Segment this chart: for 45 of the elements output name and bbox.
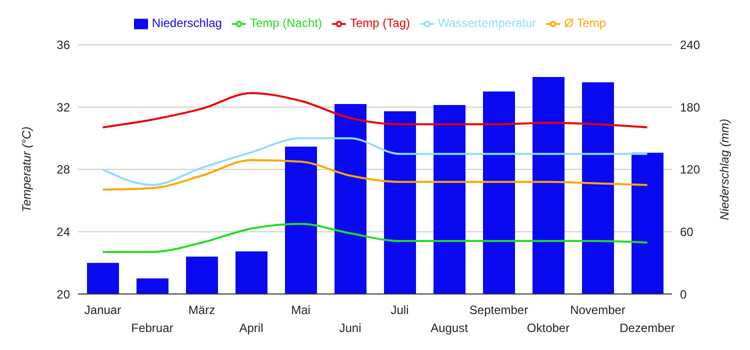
x-tick-label: Juli bbox=[390, 303, 409, 317]
y2-tick-label: 120 bbox=[680, 162, 700, 177]
legend-label: Temp (Nacht) bbox=[250, 16, 322, 30]
bar bbox=[483, 92, 515, 294]
y-tick-label: 20 bbox=[56, 287, 70, 302]
x-tick-label: September bbox=[469, 303, 528, 317]
x-tick-label: August bbox=[430, 321, 469, 335]
bar bbox=[285, 146, 317, 294]
bar bbox=[532, 77, 564, 294]
y2-tick-label: 180 bbox=[680, 100, 700, 114]
line-series bbox=[102, 159, 648, 191]
x-tick-label: Mai bbox=[291, 303, 310, 317]
bar bbox=[186, 256, 218, 294]
y-tick-label: 36 bbox=[56, 38, 70, 52]
legend-label: Wassertemperatur bbox=[438, 16, 536, 30]
bar bbox=[384, 111, 416, 294]
line-series bbox=[102, 92, 648, 128]
y2-tick-label: 60 bbox=[680, 224, 694, 239]
x-tick-label: Februar bbox=[131, 321, 174, 335]
y-tick-label: 24 bbox=[56, 224, 70, 239]
legend-label: Niederschlag bbox=[152, 16, 222, 30]
y2-tick-label: 0 bbox=[680, 287, 687, 302]
bar bbox=[582, 82, 614, 294]
x-tick-label: Dezember bbox=[620, 321, 675, 335]
y2-tick-label: 240 bbox=[680, 38, 700, 52]
bar bbox=[334, 104, 366, 294]
legend-label: Ø Temp bbox=[564, 16, 606, 30]
line-series bbox=[102, 222, 648, 253]
y2-axis-title: Niederschlag (mm) bbox=[717, 118, 732, 220]
bar bbox=[236, 251, 268, 294]
x-tick-label: November bbox=[570, 303, 626, 317]
y-tick-label: 28 bbox=[56, 162, 70, 177]
x-tick-label: Januar bbox=[84, 303, 122, 317]
x-tick-label: März bbox=[188, 303, 216, 317]
y-axis-title: Temperatur (°C) bbox=[19, 126, 34, 212]
bar bbox=[632, 152, 664, 294]
bar bbox=[136, 278, 168, 294]
y-tick-label: 32 bbox=[56, 100, 70, 114]
x-tick-label: Juni bbox=[339, 321, 362, 335]
x-tick-label: April bbox=[239, 321, 264, 335]
legend-label: Temp (Tag) bbox=[350, 16, 410, 30]
bar bbox=[87, 262, 119, 294]
x-tick-label: Oktober bbox=[526, 321, 570, 335]
line-series bbox=[102, 137, 648, 186]
bar bbox=[434, 105, 466, 294]
